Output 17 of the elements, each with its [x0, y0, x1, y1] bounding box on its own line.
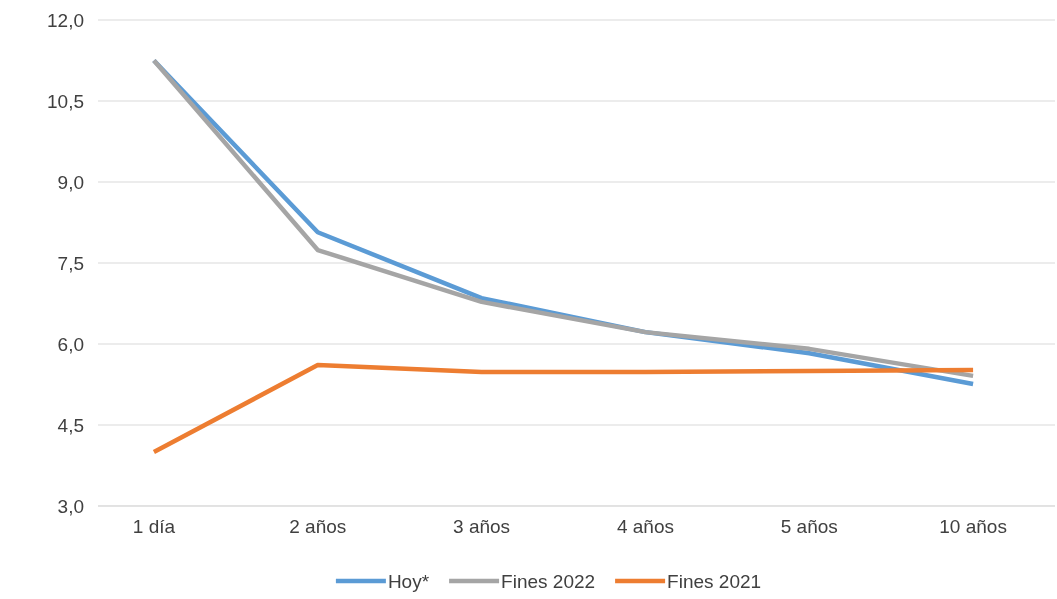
- y-tick-label: 4,5: [57, 414, 84, 436]
- x-tick-label: 5 años: [780, 516, 838, 538]
- x-tick-label: 3 años: [453, 516, 511, 538]
- x-tick-label: 10 años: [939, 516, 1007, 538]
- y-tick-label: 6,0: [57, 333, 84, 355]
- y-tick-label: 9,0: [57, 171, 84, 193]
- legend-label: Fines 2021: [667, 571, 762, 592]
- legend-label: Fines 2022: [501, 571, 596, 592]
- x-tick-label: 4 años: [616, 516, 674, 538]
- line-series: [151, 362, 976, 455]
- y-tick-label: 3,0: [57, 495, 84, 517]
- x-tick-label: 1 día: [132, 516, 176, 538]
- x-tick-label: 2 años: [289, 516, 347, 538]
- y-tick-label: 12,0: [47, 9, 84, 31]
- legend-label: Hoy*: [387, 571, 430, 592]
- y-tick-label: 7,5: [57, 252, 84, 274]
- y-tick-label: 10,5: [47, 90, 84, 112]
